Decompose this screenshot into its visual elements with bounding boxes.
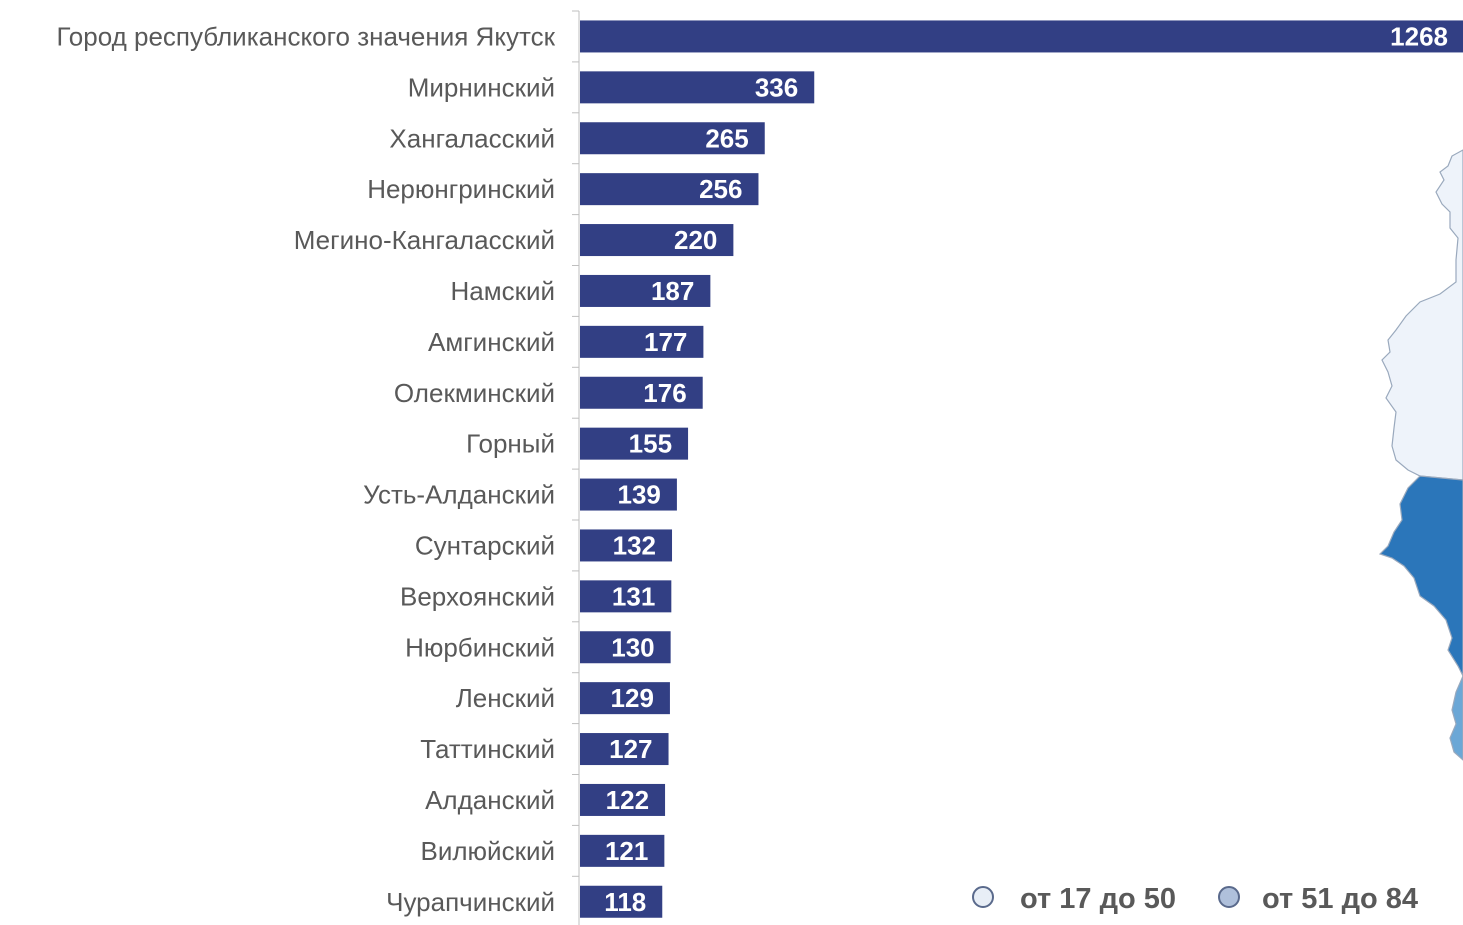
value-label: 139 xyxy=(618,480,661,510)
category-label: Хангаласский xyxy=(389,123,555,153)
value-label: 220 xyxy=(674,225,717,255)
value-label: 265 xyxy=(705,123,748,153)
legend-marker-2 xyxy=(1218,886,1240,908)
bar xyxy=(580,427,689,460)
legend-label-1: от 17 до 50 xyxy=(1020,883,1176,915)
map-region-light xyxy=(1381,149,1463,481)
legend: от 17 до 50 от 51 до 84 xyxy=(972,883,1418,915)
value-label: 118 xyxy=(604,887,646,917)
bar xyxy=(580,376,703,409)
category-label: Город республиканского значения Якутск xyxy=(56,21,555,51)
category-label: Горный xyxy=(466,429,555,459)
bar xyxy=(580,631,671,664)
value-label: 155 xyxy=(629,429,672,459)
category-label: Амгинский xyxy=(428,327,555,357)
value-label: 256 xyxy=(699,174,742,204)
value-label: 336 xyxy=(755,72,798,102)
category-label: Верхоянский xyxy=(400,581,555,611)
bar xyxy=(580,733,669,766)
bars-group xyxy=(580,20,1463,918)
value-label: 132 xyxy=(613,530,656,560)
bar xyxy=(580,885,663,918)
bar xyxy=(580,682,670,715)
category-label: Мегино-Кангаласский xyxy=(294,225,555,255)
bar xyxy=(580,834,665,867)
category-labels: Город республиканского значения Якутск Ми… xyxy=(56,21,555,916)
legend-label-2: от 51 до 84 xyxy=(1262,883,1418,915)
value-label: 129 xyxy=(611,683,654,713)
bar xyxy=(580,478,677,511)
category-label: Нюрбинский xyxy=(405,632,555,662)
bar xyxy=(580,71,815,104)
legend-marker-1 xyxy=(972,886,994,908)
category-label: Намский xyxy=(450,276,555,306)
category-label: Нерюнгринский xyxy=(367,174,555,204)
value-label: 122 xyxy=(606,785,649,815)
bar xyxy=(580,173,759,206)
category-label: Олекминский xyxy=(394,378,555,408)
region-map xyxy=(1378,149,1463,761)
bar xyxy=(580,20,1463,53)
value-label: 176 xyxy=(643,378,686,408)
value-label: 127 xyxy=(609,734,652,764)
value-label: 1268 xyxy=(1390,21,1448,51)
map-region-dark xyxy=(1378,475,1463,677)
category-label: Ленский xyxy=(456,683,555,713)
bar xyxy=(580,224,734,257)
category-label: Мирнинский xyxy=(408,72,555,102)
value-label: 177 xyxy=(644,327,687,357)
bar xyxy=(580,325,704,358)
category-label: Алданский xyxy=(425,785,555,815)
category-label: Вилюйский xyxy=(421,836,555,866)
bar xyxy=(580,580,672,613)
value-label: 187 xyxy=(651,276,694,306)
bar xyxy=(580,122,765,155)
map-region-mid xyxy=(1449,675,1463,761)
bar xyxy=(580,529,673,562)
value-label: 121 xyxy=(605,836,648,866)
value-label: 130 xyxy=(611,632,654,662)
category-label: Сунтарский xyxy=(415,530,555,560)
value-label: 131 xyxy=(612,581,655,611)
bar xyxy=(580,274,711,307)
category-axis xyxy=(572,10,580,925)
category-label: Чурапчинский xyxy=(386,887,555,917)
category-label: Усть-Алданский xyxy=(363,480,555,510)
category-label: Таттинский xyxy=(420,734,555,764)
bar xyxy=(580,783,666,816)
